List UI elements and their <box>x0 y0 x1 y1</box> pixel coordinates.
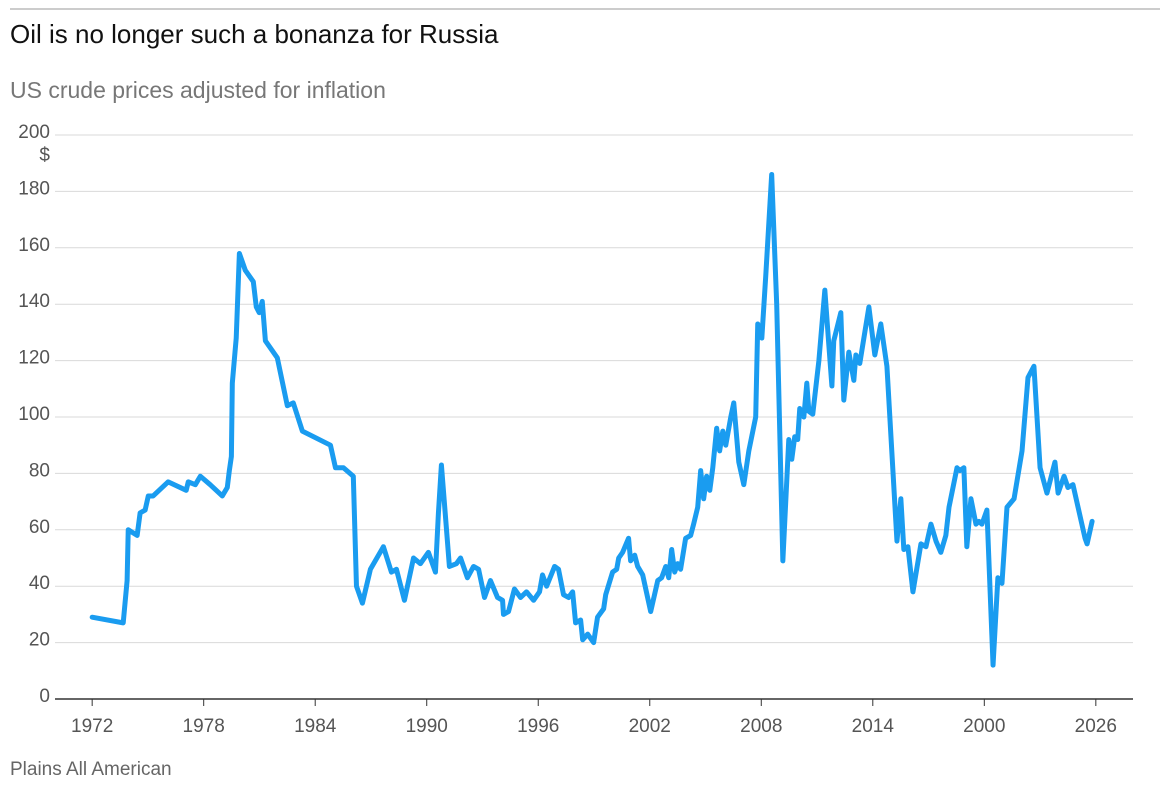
y-tick-label: 40 <box>29 573 50 594</box>
x-tick-label: 2026 <box>1075 716 1117 737</box>
x-tick-label: 1996 <box>517 716 559 737</box>
x-tick-label: 2008 <box>740 716 782 737</box>
y-tick-label: 200 <box>18 122 50 143</box>
chart-subtitle: US crude prices adjusted for inflation <box>10 77 386 103</box>
y-tick-label: 20 <box>29 630 50 651</box>
x-tick-label: 1984 <box>294 716 337 737</box>
x-tick-label: 2000 <box>963 716 1005 737</box>
source: Plains All American <box>10 759 172 780</box>
y-axis-label: $ <box>39 145 50 166</box>
y-tick-label: 0 <box>39 686 50 707</box>
x-tick-label: 1978 <box>183 716 225 737</box>
y-tick-label: 160 <box>18 235 50 256</box>
y-tick-label: 80 <box>29 460 50 481</box>
x-tick-label: 2002 <box>629 716 671 737</box>
chart-title: Oil is no longer such a bonanza for Russ… <box>10 19 499 49</box>
price-line <box>89 171 1095 668</box>
x-tick-label: 1990 <box>406 716 448 737</box>
y-tick-label: 140 <box>18 291 50 312</box>
y-tick-label: 60 <box>29 517 50 538</box>
x-tick-label: 2014 <box>852 716 895 737</box>
x-tick-label: 1972 <box>71 716 113 737</box>
y-tick-label: 180 <box>18 178 50 199</box>
y-tick-label: 100 <box>18 404 50 425</box>
y-tick-label: 120 <box>18 348 50 369</box>
